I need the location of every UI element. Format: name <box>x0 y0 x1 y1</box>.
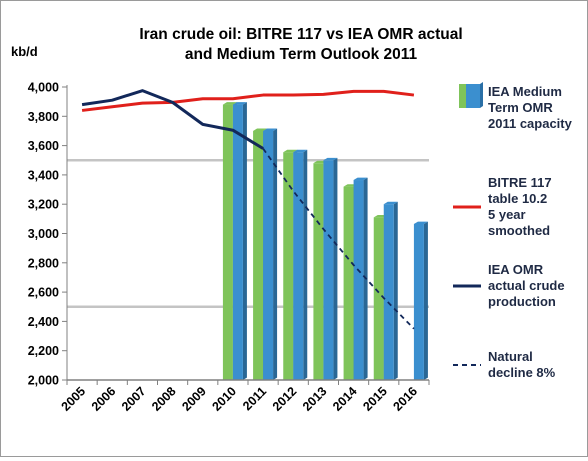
y-tick-label-3000: 3,000 <box>28 227 59 241</box>
y-tick-label-3400: 3,400 <box>28 168 59 182</box>
bar-side-1-2013 <box>333 157 338 380</box>
legend-label-3-0: IEA OMR <box>488 262 544 277</box>
x-tick-label-2012: 2012 <box>270 384 300 414</box>
chart-title-line-2: and Medium Term Outlook 2011 <box>185 46 418 63</box>
x-tick-label-2010: 2010 <box>209 384 239 414</box>
bar-0-2014 <box>343 186 354 380</box>
bar-side-1-2010 <box>242 102 247 381</box>
y-tick-label-2800: 2,800 <box>28 256 59 270</box>
y-tick-label-2400: 2,400 <box>28 315 59 329</box>
bar-1-2010 <box>232 104 243 380</box>
series-line-3 <box>81 89 264 150</box>
legend-label-2-1: table 10.2 <box>488 191 547 206</box>
bar-0-2012 <box>283 152 294 380</box>
x-tick-label-2016: 2016 <box>390 384 420 414</box>
bar-1-2012 <box>293 152 304 380</box>
legend-label-1-1: Term OMR <box>488 100 553 115</box>
x-tick-label-2007: 2007 <box>119 384 149 414</box>
x-tick-label-2008: 2008 <box>149 384 179 414</box>
legend-swatch-side <box>480 82 483 108</box>
plot-area: 2,000 2,200 2,400 2,600 2,800 3,000 3,200 3,400… <box>28 81 430 414</box>
legend-label-1-0: IEA Medium <box>488 84 562 99</box>
y-axis-label: kb/d <box>11 44 38 59</box>
y-tick-label-3600: 3,600 <box>28 139 59 153</box>
bar-side-1-2012 <box>303 149 308 380</box>
y-tick-label-2600: 2,600 <box>28 286 59 300</box>
legend-swatch-blue <box>466 84 480 108</box>
legend-label-2-0: BITRE 117 <box>488 175 552 190</box>
bar-top-1-2016 <box>413 221 428 224</box>
x-tick-label-2009: 2009 <box>179 384 209 414</box>
bar-top-0-2011 <box>253 128 268 131</box>
bar-top-1-2011 <box>263 128 278 131</box>
legend-label-1-2: 2011 capacity <box>488 116 573 131</box>
bar-1-2016 <box>413 223 424 380</box>
bar-side-1-2016 <box>423 221 428 380</box>
chart-title: Iran crude oil: BITRE 117 vs IEA OMR act… <box>139 26 462 63</box>
x-tick-label-2006: 2006 <box>89 384 119 414</box>
y-tick-label-4000: 4,000 <box>28 81 59 95</box>
bar-0-2015 <box>373 217 384 380</box>
bar-top-0-2012 <box>283 149 298 153</box>
bar-top-1-2013 <box>323 157 338 161</box>
y-tick-label-3800: 3,800 <box>28 110 59 124</box>
series-line-2 <box>81 89 415 112</box>
x-tick-label-2015: 2015 <box>360 384 390 414</box>
legend-label-3-2: production <box>488 294 556 309</box>
series-line-4 <box>262 148 415 330</box>
bar-1-2015 <box>383 204 394 380</box>
bar-side-1-2011 <box>273 128 278 380</box>
bar-0-2013 <box>313 163 324 380</box>
bar-0-2010 <box>222 104 233 380</box>
y-tick-label-2000: 2,000 <box>28 374 59 388</box>
x-tick-label-2005: 2005 <box>59 384 89 414</box>
legend-label-2-3: smoothed <box>488 223 550 238</box>
bar-top-1-2014 <box>353 177 368 181</box>
chart-title-line-1: Iran crude oil: BITRE 117 vs IEA OMR act… <box>139 26 462 43</box>
bar-side-1-2015 <box>393 201 398 380</box>
bar-1-2014 <box>353 180 364 380</box>
legend-swatch-green <box>459 84 466 108</box>
bar-0-2011 <box>253 130 264 380</box>
x-tick-label-2013: 2013 <box>300 384 330 414</box>
bar-1-2011 <box>263 130 274 380</box>
legend-label-3-1: actual crude <box>488 278 565 293</box>
bar-top-0-2010 <box>222 102 237 105</box>
bar-top-1-2015 <box>383 201 398 205</box>
legend-label-4-0: Natural <box>488 349 533 364</box>
legend-label-2-2: 5 year <box>488 207 526 222</box>
x-tick-label-2011: 2011 <box>240 384 269 413</box>
y-tick-label-3200: 3,200 <box>28 198 59 212</box>
y-tick-label-2200: 2,200 <box>28 344 59 358</box>
bar-top-1-2012 <box>293 149 308 153</box>
bar-top-1-2010 <box>232 102 247 105</box>
x-tick-label-2014: 2014 <box>330 384 360 414</box>
bar-1-2013 <box>323 160 334 380</box>
legend-label-4-1: decline 8% <box>488 365 556 380</box>
